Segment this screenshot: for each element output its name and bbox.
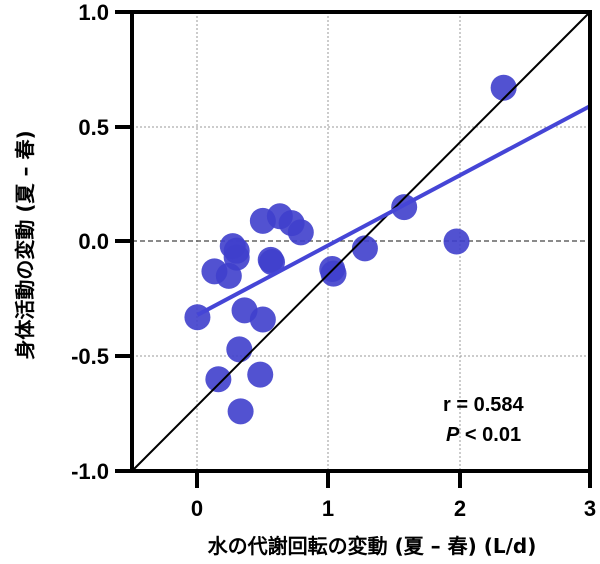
data-point	[226, 336, 253, 363]
x-tick-label: 3	[584, 496, 596, 521]
data-point	[227, 398, 254, 425]
data-point	[249, 306, 276, 333]
data-point	[320, 260, 347, 287]
axes	[115, 10, 592, 488]
y-axis-title: 身体活動の変動 (夏 – 春)	[13, 130, 37, 359]
data-point	[287, 219, 314, 246]
identity-line	[131, 11, 591, 472]
data-point	[259, 249, 286, 276]
data-point	[205, 366, 232, 393]
p-value-text: P < 0.01	[446, 424, 521, 446]
data-point	[223, 237, 250, 264]
data-point	[247, 361, 274, 388]
y-tick-label: -0.5	[71, 344, 109, 369]
p-symbol: P	[446, 424, 460, 446]
p-value: < 0.01	[459, 424, 521, 446]
y-tick-label: 1.0	[78, 0, 109, 25]
x-tick-label: 0	[191, 496, 203, 521]
data-point	[443, 228, 470, 255]
data-points	[184, 74, 517, 425]
correlation-text: r = 0.584	[443, 394, 525, 416]
regression-line	[196, 104, 591, 317]
data-point	[490, 74, 517, 101]
x-tick-label: 2	[454, 496, 466, 521]
x-tick-label: 1	[322, 496, 334, 521]
x-axis-title: 水の代謝回転の変動 (夏 – 春) (L/d)	[208, 534, 537, 558]
y-tick-label: 0.0	[78, 229, 109, 254]
y-tick-label: 0.5	[78, 115, 109, 140]
y-tick-label: -1.0	[71, 459, 109, 484]
data-point	[351, 235, 378, 262]
